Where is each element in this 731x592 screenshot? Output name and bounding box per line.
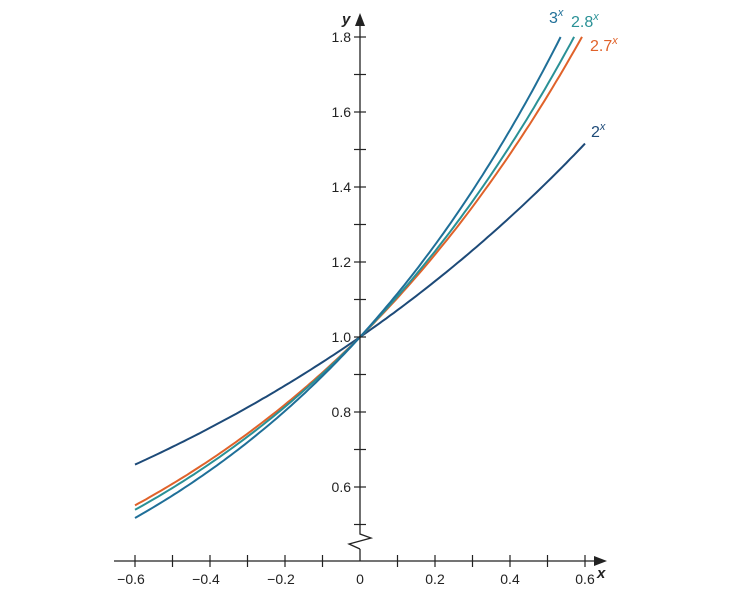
y-axis-break-icon <box>347 22 374 550</box>
series-line-3 <box>134 36 562 519</box>
y-tick-label: 1.2 <box>332 254 352 270</box>
y-axis-label: y <box>341 11 351 28</box>
x-tick-label: −0.4 <box>192 571 220 587</box>
y-tick-label: 1.6 <box>332 104 352 120</box>
y-tick-label: 1.0 <box>332 329 352 345</box>
x-tick-label: −0.6 <box>117 571 145 587</box>
series-label-3: 3x <box>549 7 564 27</box>
series-label-2: 2x <box>591 121 606 141</box>
y-tick-label: 1.4 <box>332 179 352 195</box>
axes: x y <box>114 11 607 582</box>
series-label-2.7: 2.7x <box>590 35 618 55</box>
series-label-2.8: 2.8x <box>571 11 599 31</box>
series-line-2.7 <box>134 36 583 507</box>
x-tick-label: 0.4 <box>500 571 520 587</box>
series-labels: 3x 2.8x 2.7x 2x <box>549 7 618 141</box>
x-tick-label: 0 <box>356 571 364 587</box>
x-tick-label: 0.2 <box>425 571 445 587</box>
x-axis-label: x <box>596 565 606 582</box>
x-tick-label: 0.6 <box>575 571 595 587</box>
y-axis-arrow <box>355 13 365 26</box>
y-tick-label: 0.6 <box>332 479 352 495</box>
ticks: −0.6 −0.4 −0.2 0 0.2 0.4 0.6 0.6 0.8 1.0 1.2 1.4 1.6… <box>117 29 595 587</box>
x-axis-arrow <box>594 556 607 566</box>
x-tick-label: −0.2 <box>267 571 295 587</box>
series-line-2.8 <box>134 36 575 511</box>
y-tick-label: 0.8 <box>332 404 352 420</box>
y-tick-label: 1.8 <box>332 29 352 45</box>
